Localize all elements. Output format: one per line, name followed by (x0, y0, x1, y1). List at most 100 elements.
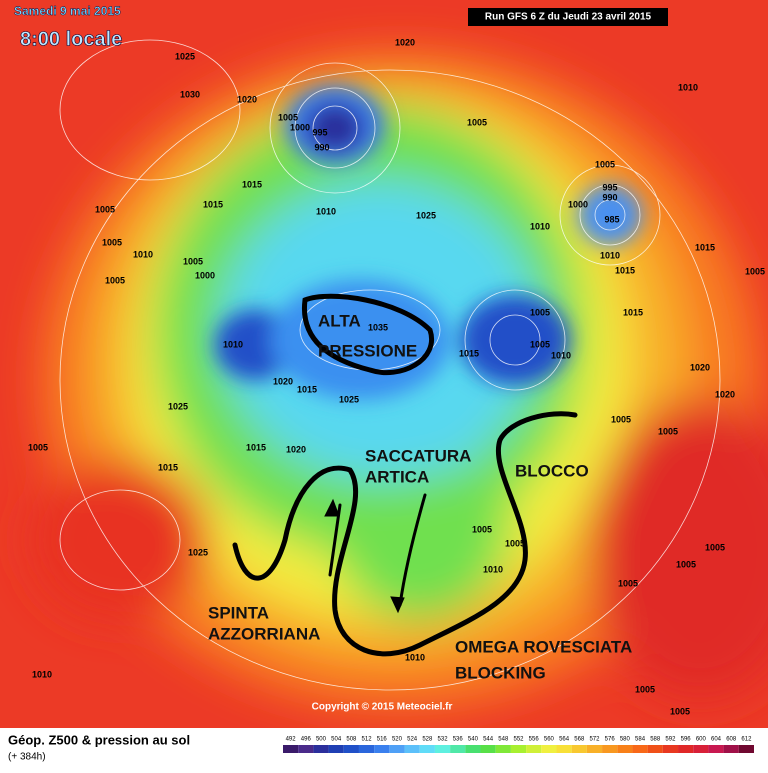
isobar-label: 1030 (180, 89, 200, 99)
scale-swatch (738, 745, 754, 753)
footer-subtitle: (+ 384h) (8, 752, 46, 763)
scale-label: 552 (513, 737, 524, 743)
isobar-label: 1020 (273, 376, 293, 386)
isobar-label: 985 (604, 214, 619, 224)
scale-label: 600 (696, 737, 707, 743)
scale-swatch (450, 745, 466, 753)
isobar-label: 1005 (635, 684, 655, 694)
isobar-label: 1015 (246, 442, 266, 452)
isobar-label: 1005 (705, 542, 725, 552)
isobar-label: 1005 (618, 578, 638, 588)
scale-label: 612 (741, 737, 752, 743)
scale-swatch (526, 745, 542, 753)
scale-label: 528 (422, 737, 433, 743)
scale-swatch (283, 745, 299, 753)
scale-label: 592 (665, 737, 676, 743)
annotation: PRESSIONE (318, 341, 417, 360)
date: Samedi 9 mai 2015 (14, 4, 121, 18)
isobar-label: 1000 (568, 199, 588, 209)
isobar-label: 1010 (551, 350, 571, 360)
scale-swatch (556, 745, 572, 753)
isobar-label: 1015 (203, 199, 223, 209)
scale-label: 492 (286, 737, 297, 743)
scale-label: 496 (301, 737, 312, 743)
scale-label: 576 (605, 737, 616, 743)
isobar-label: 1010 (133, 249, 153, 259)
isobar-label: 1025 (168, 401, 188, 411)
scale-swatch (419, 745, 435, 753)
isobar-label: 1020 (690, 362, 710, 372)
isobar-label: 1025 (339, 394, 359, 404)
isobar-label: 1005 (530, 307, 550, 317)
scale-swatch (434, 745, 451, 753)
isobar-label: 1005 (676, 559, 696, 569)
isobar-label: 1015 (297, 384, 317, 394)
scale-label: 548 (498, 737, 509, 743)
isobar-label: 1025 (188, 547, 208, 557)
isobar-label: 1005 (670, 706, 690, 716)
isobar-label: 1020 (286, 444, 306, 454)
isobar-label: 1005 (745, 266, 765, 276)
annotation: SPINTA (208, 603, 269, 622)
scale-swatch (404, 745, 420, 753)
scale-swatch (602, 745, 618, 753)
scale-label: 524 (407, 737, 418, 743)
isobar-label: 1005 (467, 117, 487, 127)
scale-swatch (298, 745, 314, 753)
isobar-label: 1015 (459, 348, 479, 358)
color-scale: 492 496 500 504 508 512 516 520 524 528 532 536 540 5… (283, 737, 754, 753)
scale-label: 608 (726, 737, 737, 743)
scale-label: 588 (650, 737, 661, 743)
scale-swatch (495, 745, 511, 753)
scale-label: 536 (453, 737, 464, 743)
isobars (59, 39, 721, 691)
scale-swatch (647, 745, 663, 753)
scale-swatch (708, 745, 724, 753)
scale-label: 560 (544, 737, 555, 743)
annotation: BLOCKING (455, 663, 546, 682)
scale-label: 596 (681, 737, 692, 743)
isobar-label: 1000 (290, 122, 310, 132)
scale-label: 604 (711, 737, 722, 743)
isobar-label: 995 (312, 127, 327, 137)
scale-label: 544 (483, 737, 494, 743)
isobar-label: 1010 (32, 669, 52, 679)
isobar-label: 1010 (483, 564, 503, 574)
scale-swatch (586, 745, 603, 753)
footer-title: Géop. Z500 & pression au sol (8, 732, 190, 747)
isobar-label: 1005 (530, 339, 550, 349)
isobar-label: 1005 (278, 112, 298, 122)
annotation: OMEGA ROVESCIATA (455, 637, 632, 656)
scale-swatch (678, 745, 694, 753)
isobar-label: 1025 (416, 210, 436, 220)
height-field (0, 0, 768, 728)
isobar-label: 1015 (242, 179, 262, 189)
isobar-label: 990 (314, 142, 329, 152)
scale-swatch (723, 745, 739, 753)
isobar-label: 995 (602, 182, 617, 192)
scale-swatch (374, 745, 390, 753)
scale-swatch (662, 745, 679, 753)
scale-label: 580 (620, 737, 631, 743)
isobar-label: 1005 (95, 204, 115, 214)
isobar-label: 1005 (505, 538, 525, 548)
scale-swatch (343, 745, 359, 753)
isobar-label: 1010 (223, 339, 243, 349)
annotation: ARTICA (365, 467, 429, 486)
isobar-label: 1000 (195, 270, 215, 280)
isobar-label: 1015 (623, 307, 643, 317)
scale-label: 500 (316, 737, 327, 743)
scale-label: 520 (392, 737, 403, 743)
copyright: Copyright © 2015 Meteociel.fr (312, 702, 453, 713)
time: 8:00 locale (20, 28, 122, 50)
isobar-label: 1005 (611, 414, 631, 424)
isobar-label: 1020 (395, 37, 415, 47)
scale-swatch (389, 745, 405, 753)
scale-label: 564 (559, 737, 570, 743)
annotation: SACCATURA (365, 446, 471, 465)
scale-label: 516 (377, 737, 388, 743)
isobar-label: 1025 (175, 51, 195, 61)
scale-swatch (510, 745, 527, 753)
